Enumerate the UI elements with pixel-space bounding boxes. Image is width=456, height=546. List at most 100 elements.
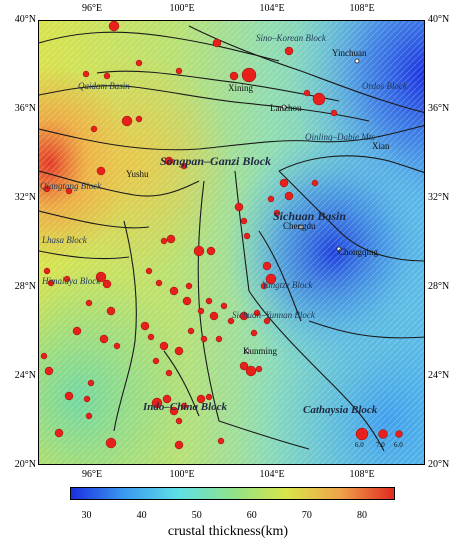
earthquake-marker	[284, 46, 294, 56]
lon-label-108-bottom: 108°E	[349, 469, 375, 480]
earthquake-marker	[40, 352, 48, 360]
lat-label-36-right: 36°N	[428, 103, 450, 114]
earthquake-marker	[159, 341, 169, 351]
lat-label-32-right: 32°N	[428, 192, 450, 203]
earthquake-marker	[174, 346, 184, 356]
earthquake-marker	[44, 366, 54, 376]
earthquake-marker	[378, 429, 388, 439]
lat-label-40-right: 40°N	[428, 14, 450, 25]
lat-label-24-right: 24°N	[428, 370, 450, 381]
earthquake-marker	[395, 430, 403, 438]
label-sichuan-yunnan-block: Sichuan–Yunnan Block	[232, 310, 315, 320]
lat-label-20-right: 20°N	[428, 459, 450, 470]
city-markers	[244, 58, 360, 354]
earthquake-marker	[215, 335, 223, 343]
earthquake-marker	[187, 327, 195, 335]
crustal-thickness-map	[39, 21, 424, 464]
earthquake-marker	[209, 311, 219, 321]
earthquake-marker	[135, 115, 143, 123]
earthquake-marker	[108, 21, 120, 32]
earthquake-marker	[263, 317, 271, 325]
earthquake-marker	[255, 365, 263, 373]
earthquake-marker	[180, 162, 188, 170]
city-dot	[281, 104, 287, 110]
earthquake-marker	[175, 417, 183, 425]
earthquake-marker	[250, 329, 258, 337]
earthquake-marker	[95, 271, 107, 283]
city-label-xining: Xining	[228, 83, 254, 93]
lat-label-32-left: 32°N	[14, 192, 36, 203]
earthquake-marker	[197, 307, 205, 315]
earthquake-epicenters	[40, 21, 403, 450]
colorbar-title: crustal thickness(km)	[167, 524, 289, 539]
earthquake-marker	[262, 261, 272, 271]
earthquake-marker	[47, 279, 55, 287]
map-panel	[38, 20, 425, 465]
earthquake-marker	[147, 333, 155, 341]
label-lhasa-block: Lhasa Block	[42, 235, 87, 245]
earthquake-marker	[312, 92, 326, 106]
lat-label-24-left: 24°N	[14, 370, 36, 381]
earthquake-marker	[135, 59, 143, 67]
city-label-yushu: Yushu	[126, 169, 149, 179]
city-label-chongqing: Chongqing	[338, 247, 379, 257]
label-ordos-block: Ordos Block	[362, 81, 407, 91]
earthquake-marker	[99, 334, 109, 344]
lon-label-96-top: 96°E	[81, 3, 103, 14]
earthquake-marker	[96, 166, 106, 176]
lat-label-36-left: 36°N	[14, 103, 36, 114]
earthquake-marker	[164, 156, 174, 166]
earthquake-marker	[217, 437, 225, 445]
lat-label-28-left: 28°N	[14, 281, 36, 292]
lon-label-100-bottom: 100°E	[169, 469, 195, 480]
earthquake-marker	[193, 245, 205, 257]
earthquake-marker	[85, 299, 93, 307]
earthquake-marker	[155, 279, 163, 287]
earthquake-marker	[303, 89, 311, 97]
earthquake-marker	[113, 342, 121, 350]
label-sichuan-basin: Sichuan Basin	[273, 209, 347, 223]
earthquake-marker	[145, 267, 153, 275]
colorbar-tick: 50	[191, 510, 202, 521]
earthquake-marker	[311, 179, 319, 187]
lon-label-100-top: 100°E	[169, 3, 195, 14]
earthquake-marker	[245, 365, 257, 377]
label-qaidam-basin: Qaidam Basin	[78, 81, 130, 91]
earthquake-marker	[43, 185, 51, 193]
city-dot	[244, 348, 250, 354]
earthquake-marker	[169, 406, 179, 416]
earthquake-marker	[234, 202, 244, 212]
earthquake-marker	[160, 237, 168, 245]
city-label-lanzhou: Lanzhou	[270, 103, 302, 113]
lat-label-20-left: 20°N	[14, 459, 36, 470]
colorbar-tick: 60	[246, 510, 257, 521]
magnitude-label-3: 6.0	[394, 441, 403, 449]
city-label-yinchuan: Yinchuan	[332, 48, 367, 58]
colorbar-tick: 40	[136, 510, 147, 521]
city-label-xian: Xian	[372, 141, 390, 151]
earthquake-marker	[212, 38, 222, 48]
earthquake-marker	[279, 178, 289, 188]
earthquake-marker	[175, 67, 183, 75]
earthquake-marker	[284, 191, 294, 201]
label-qinling-dabie: Qinling–Dabie Mts	[305, 132, 375, 142]
colorbar-tick: 80	[356, 510, 367, 521]
earthquake-marker	[265, 273, 277, 285]
earthquake-marker	[240, 217, 248, 225]
earthquake-marker	[241, 67, 257, 83]
lat-label-40-left: 40°N	[14, 14, 36, 25]
earthquake-marker	[200, 335, 208, 343]
crustal-thickness-colorbar	[70, 487, 395, 500]
earthquake-marker	[82, 70, 90, 78]
magnitude-label-1: 6.0	[355, 441, 364, 449]
label-indo-china-block: Indo–China Block	[143, 401, 228, 413]
city-label-kunming: Kunming	[243, 346, 278, 356]
earthquake-marker	[174, 440, 184, 450]
city-label-chengdu: Chengdu	[283, 221, 316, 231]
shaded-relief	[39, 21, 424, 464]
earthquake-marker	[83, 395, 91, 403]
lon-label-104-bottom: 104°E	[259, 469, 285, 480]
earthquake-marker	[239, 311, 249, 321]
magnitude-label-2: 7.0	[376, 441, 385, 449]
earthquake-marker	[65, 187, 73, 195]
